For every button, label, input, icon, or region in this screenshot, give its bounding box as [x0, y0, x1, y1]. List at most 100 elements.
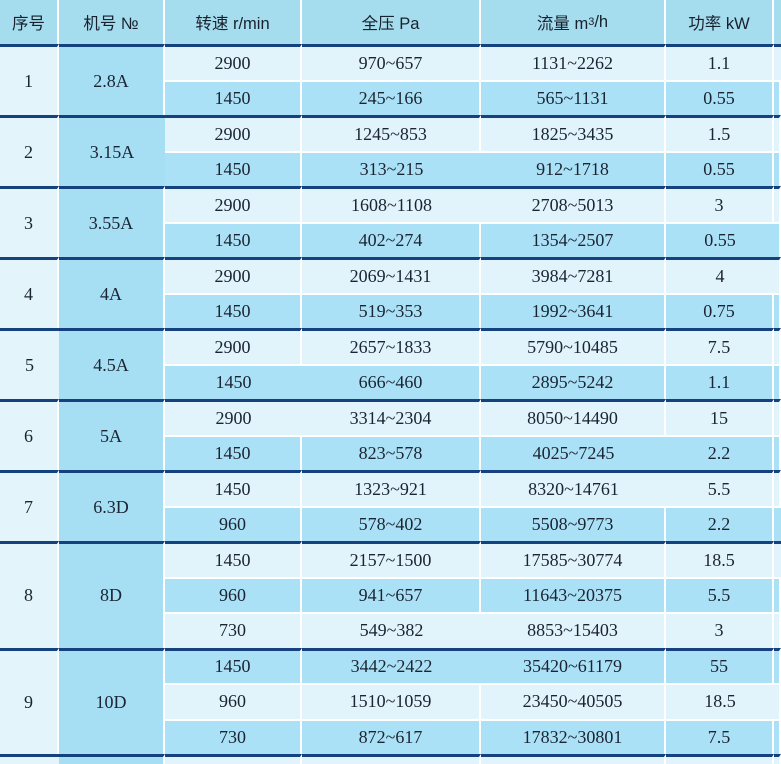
power-cell: 1.5: [666, 115, 774, 151]
edge-strip-cell: [774, 576, 781, 612]
power-cell: 4: [666, 257, 774, 293]
speed-cell: 1450: [165, 363, 302, 399]
pressure-cell: 313~215: [302, 150, 481, 186]
speed-cell: 960: [165, 505, 302, 541]
header-serial: 序号: [0, 0, 59, 44]
edge-strip-cell: [774, 505, 781, 541]
flow-cell: 1992~3641: [481, 292, 666, 328]
power-cell: 3: [666, 186, 774, 222]
edge-strip-cell: [774, 150, 781, 186]
pressure-cell: 1245~853: [302, 115, 481, 151]
flow-cell: 8050~14490: [481, 399, 666, 435]
flow-cell: 1354~2507: [481, 221, 666, 257]
header-flow: 流量 m 3/h: [481, 0, 666, 44]
partial-cell: [481, 754, 666, 764]
serial-cell: 3: [0, 186, 59, 257]
pressure-cell: 1323~921: [302, 470, 481, 506]
edge-strip-cell: [774, 470, 781, 506]
flow-cell: 5508~9773: [481, 505, 666, 541]
serial-cell: 7: [0, 470, 59, 541]
flow-cell: 35420~61179: [481, 647, 666, 683]
power-cell: 1.1: [666, 363, 774, 399]
speed-cell: 2900: [165, 115, 302, 151]
flow-cell: 17832~30801: [481, 718, 666, 754]
pressure-cell: 3442~2422: [302, 647, 481, 683]
power-cell: 55: [666, 647, 774, 683]
edge-strip-cell: [774, 44, 781, 80]
speed-cell: 1450: [165, 470, 302, 506]
header-speed: 转速 r/min: [165, 0, 302, 44]
flow-cell: 3984~7281: [481, 257, 666, 293]
power-cell: 18.5: [666, 541, 774, 577]
edge-strip-cell: [774, 79, 781, 115]
speed-cell: 2900: [165, 186, 302, 222]
flow-cell: 8320~14761: [481, 470, 666, 506]
power-cell: 0.55: [666, 150, 774, 186]
flow-cell: 8853~15403: [481, 612, 666, 648]
speed-cell: 960: [165, 683, 302, 719]
speed-cell: 1450: [165, 647, 302, 683]
model-cell: 3.55A: [59, 186, 165, 257]
speed-cell: 1450: [165, 292, 302, 328]
serial-cell: 2: [0, 115, 59, 186]
flow-cell: 1131~2262: [481, 44, 666, 80]
speed-cell: 730: [165, 718, 302, 754]
partial-cell: [165, 754, 302, 764]
flow-cell: 912~1718: [481, 150, 666, 186]
serial-cell: 1: [0, 44, 59, 115]
model-cell: 8D: [59, 541, 165, 648]
header-model: 机号 №: [59, 0, 165, 44]
serial-cell: 4: [0, 257, 59, 328]
model-cell: 4.5A: [59, 328, 165, 399]
edge-strip-cell: [774, 541, 781, 577]
power-cell: 0.55: [666, 79, 774, 115]
model-cell: 2.8A: [59, 44, 165, 115]
flow-cell: 2895~5242: [481, 363, 666, 399]
flow-cell: 17585~30774: [481, 541, 666, 577]
pressure-cell: 519~353: [302, 292, 481, 328]
speed-cell: 2900: [165, 399, 302, 435]
pressure-cell: 941~657: [302, 576, 481, 612]
edge-strip-cell: [774, 399, 781, 435]
pressure-cell: 402~274: [302, 221, 481, 257]
speed-cell: 2900: [165, 257, 302, 293]
edge-strip-cell: [774, 363, 781, 399]
flow-cell: 565~1131: [481, 79, 666, 115]
speed-cell: 1450: [165, 150, 302, 186]
pressure-cell: 823~578: [302, 434, 481, 470]
speed-cell: 2900: [165, 328, 302, 364]
header-edge-strip: [774, 0, 781, 44]
serial-cell: 8: [0, 541, 59, 648]
model-cell: 4A: [59, 257, 165, 328]
partial-cell: [302, 754, 481, 764]
power-cell: 15: [666, 399, 774, 435]
flow-cell: 4025~7245: [481, 434, 666, 470]
speed-cell: 960: [165, 576, 302, 612]
serial-cell: [0, 754, 59, 764]
pressure-cell: 2157~1500: [302, 541, 481, 577]
pressure-cell: 578~402: [302, 505, 481, 541]
power-cell: 0.75: [666, 292, 774, 328]
partial-cell: [666, 754, 774, 764]
header-pressure: 全压 Pa: [302, 0, 481, 44]
pressure-cell: 3314~2304: [302, 399, 481, 435]
speed-cell: 730: [165, 612, 302, 648]
power-cell: 2.2: [666, 434, 774, 470]
header-power: 功率 kW: [666, 0, 774, 44]
edge-strip-cell: [774, 221, 781, 257]
pressure-cell: 970~657: [302, 44, 481, 80]
pressure-cell: 1510~1059: [302, 683, 481, 719]
speed-cell: 1450: [165, 434, 302, 470]
edge-strip-cell: [774, 754, 781, 764]
edge-strip-cell: [774, 328, 781, 364]
power-cell: 2.2: [666, 505, 774, 541]
pressure-cell: 1608~1108: [302, 186, 481, 222]
speed-cell: 2900: [165, 44, 302, 80]
power-cell: 3: [666, 612, 774, 648]
model-cell: 5A: [59, 399, 165, 470]
edge-strip-cell: [774, 115, 781, 151]
power-cell: 7.5: [666, 718, 774, 754]
pressure-cell: 2069~1431: [302, 257, 481, 293]
